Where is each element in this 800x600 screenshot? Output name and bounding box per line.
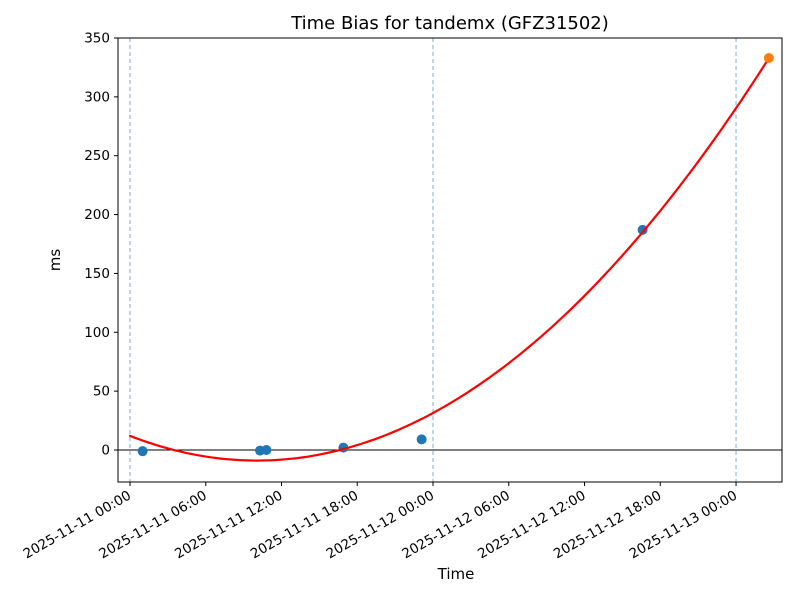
y-tick-label: 50	[93, 384, 110, 400]
observation-point	[637, 224, 648, 235]
y-tick-label: 150	[84, 266, 110, 282]
chart-title: Time Bias for tandemx (GFZ31502)	[290, 13, 609, 34]
y-tick-label: 100	[84, 325, 110, 341]
prediction-point	[763, 53, 774, 64]
y-axis-label: ms	[46, 249, 64, 272]
observation-point	[416, 434, 427, 445]
x-axis-label: Time	[437, 565, 475, 583]
y-tick-label: 350	[84, 31, 110, 47]
y-tick-label: 0	[101, 442, 110, 458]
observation-point	[261, 444, 272, 455]
y-tick-label: 200	[84, 207, 110, 223]
fit-curve	[128, 57, 771, 462]
observation-point	[137, 446, 148, 457]
y-tick-label: 300	[84, 89, 110, 105]
y-tick-label: 250	[84, 148, 110, 164]
axes-frame	[117, 37, 783, 483]
